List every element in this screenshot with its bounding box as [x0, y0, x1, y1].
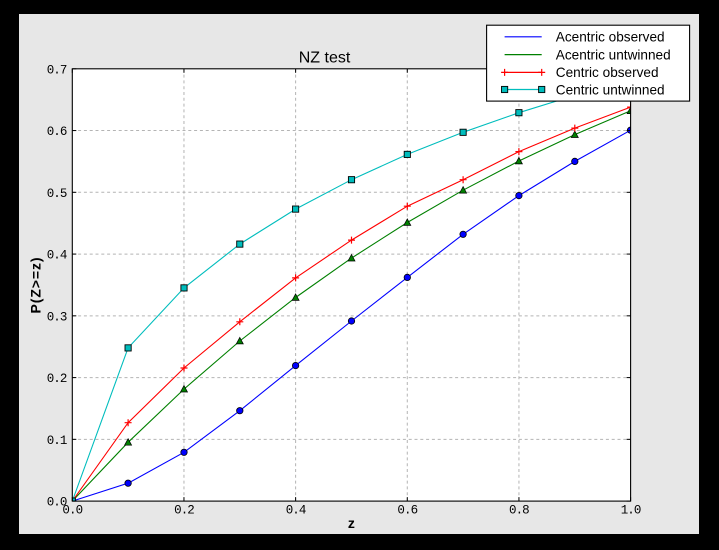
- svg-text:0.4: 0.4: [47, 249, 67, 263]
- svg-text:P(Z>=z): P(Z>=z): [27, 257, 43, 314]
- svg-text:1.0: 1.0: [621, 504, 641, 518]
- svg-text:0.8: 0.8: [509, 504, 529, 518]
- svg-text:Acentric untwinned: Acentric untwinned: [556, 47, 671, 62]
- svg-text:Centric observed: Centric observed: [556, 65, 659, 80]
- svg-text:0.2: 0.2: [174, 504, 194, 518]
- svg-text:z: z: [348, 515, 355, 531]
- svg-text:Centric untwinned: Centric untwinned: [556, 82, 665, 97]
- svg-text:NZ test: NZ test: [299, 50, 351, 67]
- svg-text:0.4: 0.4: [286, 504, 306, 518]
- svg-text:0.5: 0.5: [47, 187, 67, 201]
- svg-text:0.6: 0.6: [397, 504, 417, 518]
- svg-text:0.0: 0.0: [47, 496, 67, 510]
- svg-text:0.0: 0.0: [62, 504, 82, 518]
- svg-text:0.2: 0.2: [47, 372, 67, 386]
- svg-text:0.6: 0.6: [47, 125, 67, 139]
- svg-text:0.1: 0.1: [47, 434, 67, 448]
- svg-text:0.7: 0.7: [47, 63, 67, 77]
- svg-text:0.3: 0.3: [47, 310, 67, 324]
- svg-text:Acentric observed: Acentric observed: [556, 30, 665, 45]
